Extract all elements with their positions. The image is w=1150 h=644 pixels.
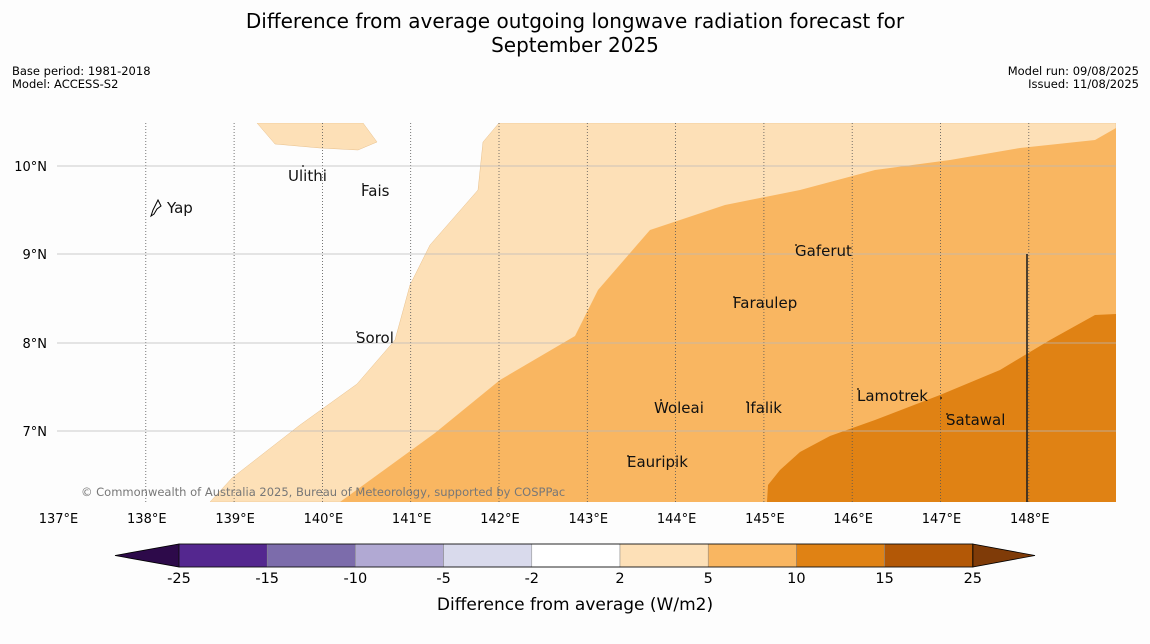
island-marker [946, 413, 948, 415]
longitude-label: 140°E [304, 512, 344, 527]
longitude-gridlines [145, 123, 1030, 502]
colorbar-tick-label: -25 [167, 571, 191, 587]
longitude-labels: 137°E 138°E 139°E 140°E 141°E 142°E 143°E 144°E… [39, 512, 1050, 527]
latitude-label: 7°N [23, 425, 48, 440]
model-text: Model: ACCESS-S2 [12, 77, 119, 91]
copyright-text: © Commonwealth of Australia 2025, Bureau… [81, 485, 565, 499]
island-gaferut: Gaferut [795, 242, 852, 260]
colorbar-box [178, 543, 268, 568]
island-label: Ulithi [288, 167, 327, 185]
colorbar-label: Difference from average (W/m2) [437, 595, 713, 615]
chart-title: Difference from average outgoing longwav… [245, 9, 905, 57]
meta-left: Base period: 1981-2018 Model: ACCESS-S2 [12, 65, 151, 91]
island-woleai: Woleai [654, 399, 704, 417]
colorbar-tick-label: -5 [436, 571, 450, 587]
colorbar-outline [178, 543, 974, 568]
colorbar-box [619, 543, 709, 568]
colorbar-tick-label: 5 [704, 571, 713, 587]
longitude-label: 143°E [569, 512, 609, 527]
island-faraulep: Faraulep [733, 294, 797, 312]
colorbar-tick-label: 15 [875, 571, 893, 587]
colorbar-extend-low [114, 543, 180, 568]
island-marker [660, 399, 662, 401]
island-ifalik: Ifalik [746, 399, 782, 417]
latitude-label: 8°N [23, 337, 48, 352]
island-label: Lamotrek [857, 387, 928, 405]
island-label: Woleai [654, 399, 704, 417]
longitude-label: 137°E [39, 512, 79, 527]
latitude-labels: 10°N 9°N 8°N 7°N [14, 160, 47, 440]
model-run-text: Model run: 09/08/2025 [1007, 64, 1139, 78]
island-marker [857, 388, 859, 390]
island-label: Sorol [356, 329, 394, 347]
longitude-label: 145°E [745, 512, 785, 527]
longitude-label: 138°E [127, 512, 167, 527]
region-2-to-5-north [256, 123, 378, 151]
colorbar-box [266, 543, 356, 568]
colorbar-box [707, 543, 797, 568]
colorbar-box [796, 543, 885, 568]
latitude-label: 10°N [14, 160, 47, 175]
colorbar-box [531, 543, 621, 568]
island-label: Fais [361, 182, 390, 200]
island-marker [302, 165, 304, 167]
longitude-label: 148°E [1010, 512, 1050, 527]
island-marker [356, 331, 358, 333]
island-sorol: Sorol [356, 329, 394, 347]
island-marker [627, 455, 629, 457]
island-label: Faraulep [733, 294, 797, 312]
island-label: Eauripik [627, 453, 688, 471]
island-label: Yap [166, 199, 193, 217]
longitude-label: 142°E [480, 512, 520, 527]
colorbar-tick-label: 2 [615, 571, 624, 587]
colorbar-box [443, 543, 533, 568]
colorbar-tick-label: -10 [344, 571, 368, 587]
island-label: Ifalik [746, 399, 782, 417]
latitude-label: 9°N [23, 248, 48, 263]
issued-text: Issued: 11/08/2025 [1028, 77, 1139, 91]
island-marker [362, 183, 364, 185]
yap-island-shape [150, 198, 162, 218]
colorbar-tick-label: -15 [255, 571, 279, 587]
base-period-text: Base period: 1981-2018 [12, 64, 151, 78]
colorbar-box [884, 543, 974, 568]
island-marker [746, 401, 748, 403]
island-ulithi: Ulithi [288, 165, 327, 185]
island-marker [795, 244, 797, 246]
island-satawal: Satawal [946, 411, 1005, 429]
longitude-label: 146°E [833, 512, 873, 527]
island-marker [733, 296, 735, 298]
longitude-label: 147°E [922, 512, 962, 527]
colorbar-tick-label: -2 [525, 571, 539, 587]
latitude-gridlines [57, 165, 1116, 432]
colorbar-tick-label: 10 [787, 571, 805, 587]
colorbar-box [355, 543, 444, 568]
meta-right: Model run: 09/08/2025 Issued: 11/08/2025 [1008, 65, 1139, 91]
island-yap: Yap [166, 199, 193, 217]
longitude-label: 139°E [215, 512, 255, 527]
island-labels: Ulithi Fais Yap Gaferut Faraulep Sorol Woleai I… [166, 165, 1005, 471]
longitude-label: 144°E [657, 512, 697, 527]
map: 137°E 138°E 139°E 140°E 141°E 142°E 143°E 144°E… [14, 123, 1116, 527]
island-eauripik: Eauripik [627, 453, 688, 471]
longitude-label: 141°E [392, 512, 432, 527]
island-marker [940, 397, 942, 399]
island-label: Gaferut [795, 242, 852, 260]
island-label: Satawal [946, 411, 1005, 429]
colorbar-tick-label: 25 [964, 571, 982, 587]
island-fais: Fais [361, 182, 390, 200]
island-lamotrek: Lamotrek [857, 387, 928, 405]
colorbar-extend-high [972, 543, 1036, 568]
